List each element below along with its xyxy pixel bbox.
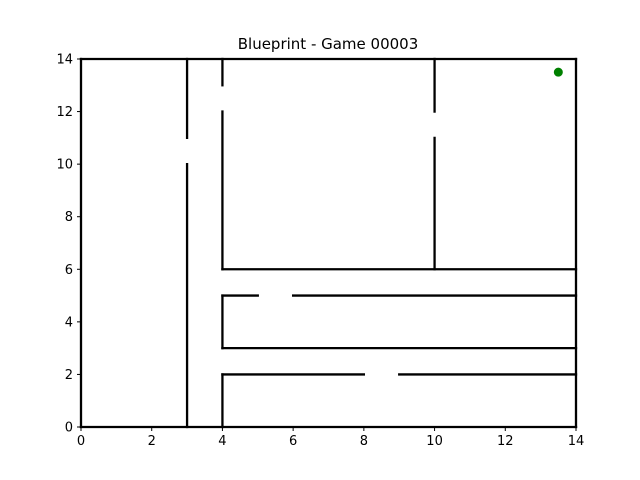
x-tick-label: 8 xyxy=(360,434,368,449)
axis-ticks: 0 2 4 6 8 10 12 14 0 2 4 6 8 10 12 14 xyxy=(56,53,584,450)
x-tick-label: 6 xyxy=(289,434,297,449)
y-tick-label: 4 xyxy=(65,315,73,330)
x-tick-label: 4 xyxy=(218,434,226,449)
x-tick-label: 14 xyxy=(568,434,585,449)
y-tick-label: 14 xyxy=(56,53,73,68)
y-tick-label: 6 xyxy=(65,263,73,278)
x-tick-label: 10 xyxy=(426,434,443,449)
goal-marker xyxy=(553,67,563,77)
y-tick-label: 2 xyxy=(65,368,73,383)
goal-layer xyxy=(553,67,563,77)
x-tick-label: 2 xyxy=(148,434,156,449)
y-tick-label: 8 xyxy=(65,210,73,225)
y-tick-label: 0 xyxy=(65,421,73,436)
chart-title: Blueprint - Game 00003 xyxy=(238,35,419,53)
y-tick-label: 12 xyxy=(56,105,73,120)
x-tick-label: 0 xyxy=(77,434,85,449)
maze-walls xyxy=(79,57,578,429)
y-tick-label: 10 xyxy=(56,158,73,173)
x-tick-label: 12 xyxy=(497,434,514,449)
